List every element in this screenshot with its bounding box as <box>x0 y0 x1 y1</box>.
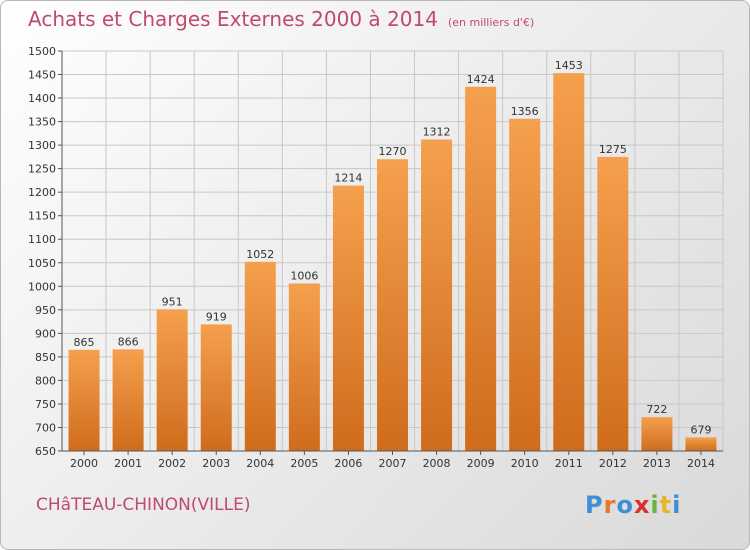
y-tick-label: 1000 <box>28 280 56 293</box>
y-tick-label: 1100 <box>28 233 56 246</box>
y-tick-label: 950 <box>35 304 56 317</box>
bar <box>685 437 717 451</box>
bar <box>641 417 673 451</box>
x-tick-label: 2005 <box>290 457 318 470</box>
y-tick-label: 1250 <box>28 163 56 176</box>
x-tick-label: 2006 <box>334 457 362 470</box>
x-tick-label: 2011 <box>555 457 583 470</box>
data-label: 679 <box>690 423 711 436</box>
data-label: 1275 <box>599 143 627 156</box>
brand-letter: i <box>650 491 660 519</box>
x-tick-label: 2007 <box>379 457 407 470</box>
bar <box>288 283 320 451</box>
bar <box>465 86 497 451</box>
x-tick-label: 2002 <box>158 457 186 470</box>
data-label: 722 <box>646 403 667 416</box>
x-tick-label: 2001 <box>114 457 142 470</box>
y-tick-label: 1500 <box>28 45 56 58</box>
x-tick-label: 2013 <box>643 457 671 470</box>
bar <box>377 159 408 451</box>
chart-title: Achats et Charges Externes 2000 à 2014 (e… <box>28 7 534 31</box>
data-label: 1214 <box>334 172 362 185</box>
bars <box>68 73 717 451</box>
y-tick-label: 650 <box>35 445 56 458</box>
data-label: 919 <box>206 310 227 323</box>
y-tick-label: 700 <box>35 421 56 434</box>
data-label: 1052 <box>246 248 274 261</box>
data-label: 1424 <box>467 73 495 86</box>
bar <box>200 324 232 451</box>
bar <box>509 118 541 451</box>
data-label: 865 <box>74 336 95 349</box>
y-tick-label: 1450 <box>28 69 56 82</box>
y-tick-label: 1200 <box>28 186 56 199</box>
title-text: Achats et Charges Externes 2000 à 2014 <box>28 7 438 31</box>
y-tick-label: 1050 <box>28 257 56 270</box>
x-tick-label: 2009 <box>467 457 495 470</box>
axes: 650 700 750 800 850 900 950 1000 1050 1100 1150 120… <box>28 45 723 470</box>
y-tick-label: 800 <box>35 374 56 387</box>
bar <box>597 156 629 451</box>
data-label: 1453 <box>555 59 583 72</box>
brand-letter: x <box>633 491 651 519</box>
bar <box>68 349 100 451</box>
data-label: 1270 <box>379 145 407 158</box>
y-tick-label: 750 <box>35 398 56 411</box>
data-label: 1312 <box>423 125 451 138</box>
x-tick-label: 2000 <box>70 457 98 470</box>
y-tick-label: 900 <box>35 327 56 340</box>
x-tick-label: 2003 <box>202 457 230 470</box>
y-tick-label: 1150 <box>28 210 56 223</box>
data-label: 951 <box>162 295 183 308</box>
y-tick-label: 850 <box>35 351 56 364</box>
x-tick-label: 2004 <box>246 457 274 470</box>
brand-letter: o <box>616 491 634 519</box>
x-tick-label: 2014 <box>687 457 715 470</box>
bar <box>112 349 144 451</box>
y-tick-label: 1300 <box>28 139 56 152</box>
location-name: CHâTEAU-CHINON(VILLE) <box>36 495 251 515</box>
bar <box>553 73 585 451</box>
brand-letter: P <box>585 491 604 519</box>
data-label: 1356 <box>511 105 539 118</box>
data-labels: 865 866 951 919 1052 1006 1214 1270 1312 1424 1356… <box>74 59 712 436</box>
bar <box>332 185 364 451</box>
proxiti-logo: Proxiti <box>585 491 681 519</box>
data-label: 866 <box>118 335 139 348</box>
data-label: 1006 <box>290 269 318 282</box>
brand-letter: i <box>672 491 682 519</box>
x-tick-label: 2008 <box>423 457 451 470</box>
bar <box>421 139 453 451</box>
title-unit: (en milliers d'€) <box>447 16 535 29</box>
x-tick-label: 2010 <box>511 457 539 470</box>
brand-letter: t <box>659 491 673 519</box>
x-tick-label: 2012 <box>599 457 627 470</box>
bar <box>244 261 276 451</box>
bar <box>156 309 188 451</box>
brand-letter: r <box>603 491 617 519</box>
y-tick-label: 1400 <box>28 92 56 105</box>
y-tick-label: 1350 <box>28 116 56 129</box>
